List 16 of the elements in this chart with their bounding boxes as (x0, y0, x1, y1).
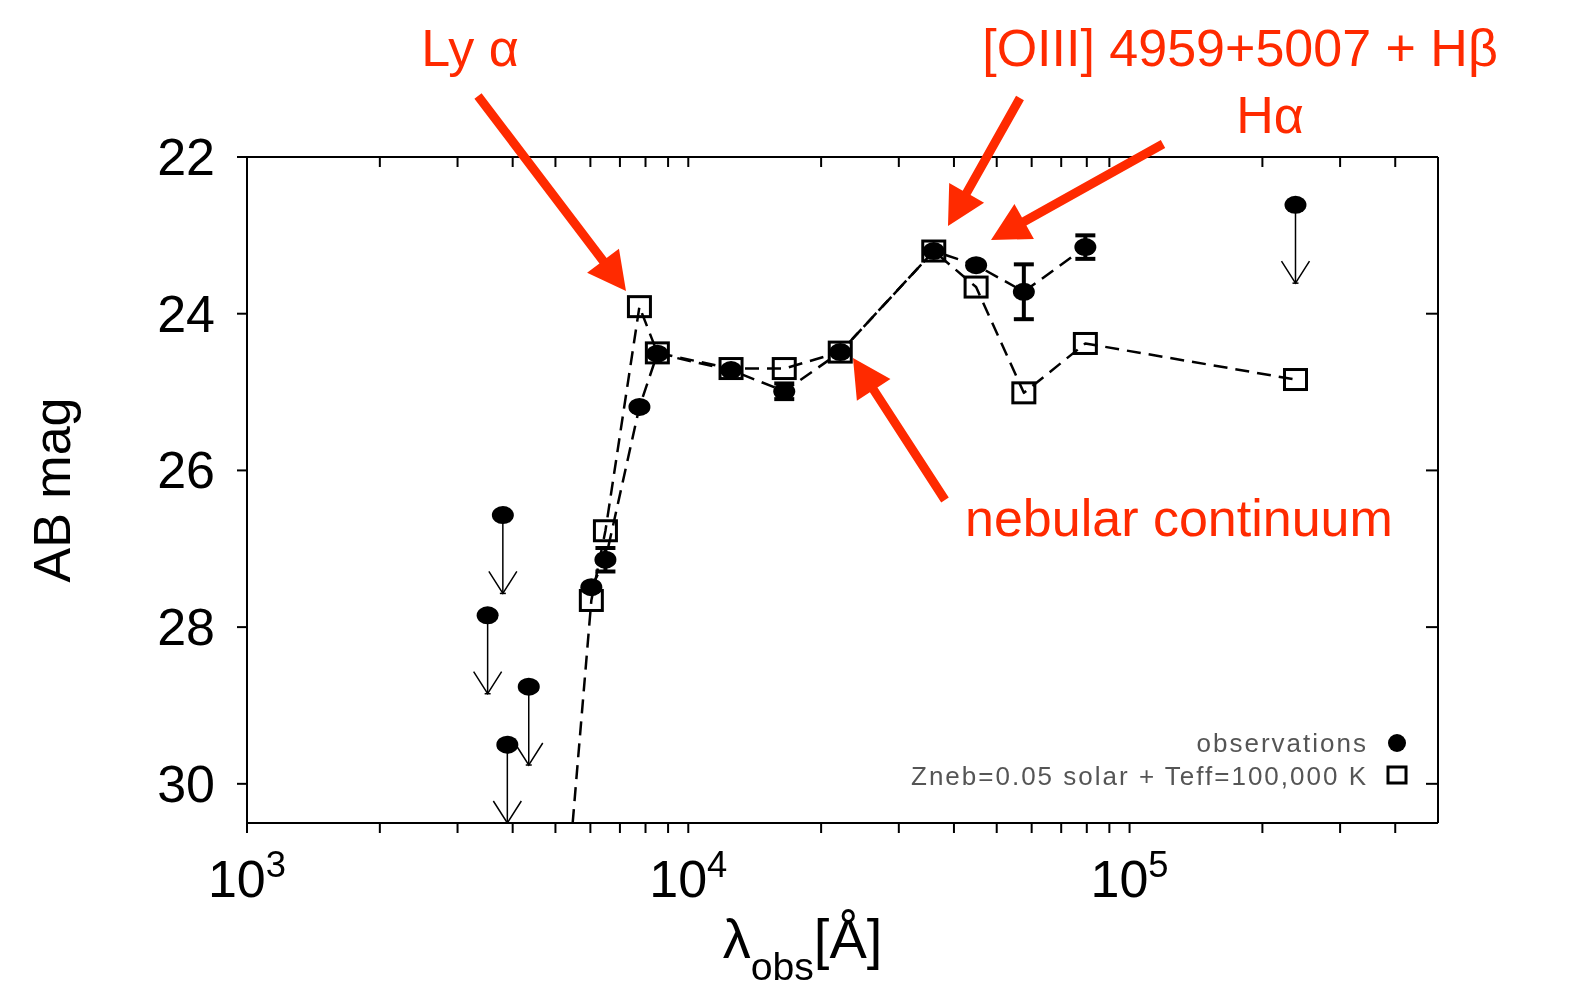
y-tick-label: 30 (157, 754, 215, 813)
text: Ly α (421, 19, 519, 77)
legend-label: Zneb=0.05 solar + Teff=100,000 K (911, 761, 1368, 791)
x-tick-label: 10$^{5}$ (1090, 843, 1169, 908)
y-tick-label: 26 (157, 441, 215, 500)
y-tick-label: 28 (157, 598, 215, 657)
x-axis-title: λ$_{obs}$[Å] (722, 907, 883, 988)
x-tick-label: 10$^{3}$ (207, 843, 287, 908)
x-tick-label: 10$^{4}$ (649, 843, 728, 908)
y-tick-label: 22 (157, 128, 215, 186)
text: [OIII] 4959+5007 + Hβ (982, 19, 1498, 77)
text: Hα (1236, 86, 1304, 144)
y-tick-label: 24 (157, 284, 215, 343)
annotation: nebular continuum (965, 489, 1393, 547)
y-axis-title: AB mag (23, 397, 81, 583)
legend-label: observations (1196, 728, 1368, 758)
